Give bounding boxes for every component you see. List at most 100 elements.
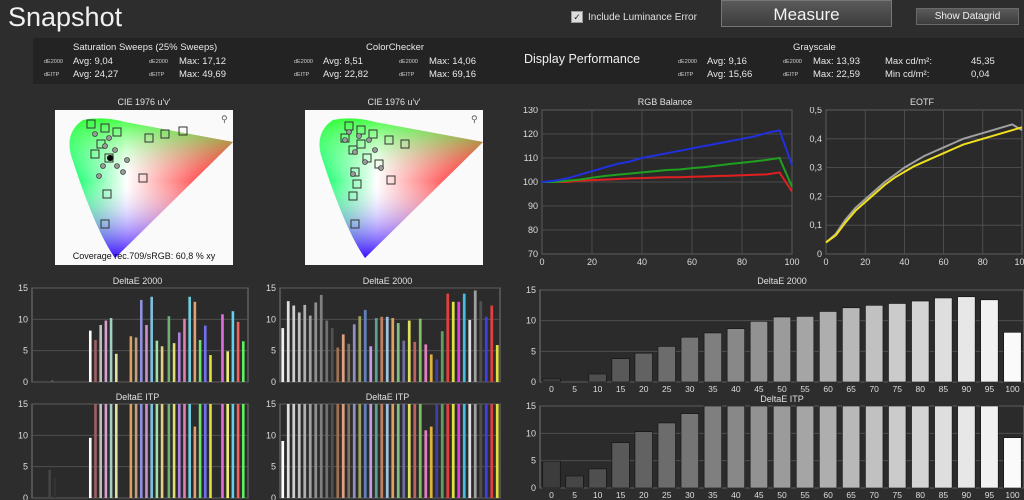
show-datagrid-button[interactable]: Show Datagrid (916, 8, 1019, 25)
eotf-ytick: 0,3 (809, 163, 822, 173)
de2000-gray-bar (657, 346, 676, 383)
cie1-point (102, 143, 108, 149)
itp-cc-bar (391, 404, 395, 498)
itp-cc-ytick: 15 (266, 400, 276, 409)
de2000-gray-bar (1003, 332, 1022, 383)
de2000-gray-xtick: 25 (662, 384, 672, 394)
cie1-target (100, 219, 110, 229)
cie2-point (346, 129, 352, 135)
itp-sat-ytick: 5 (23, 462, 28, 472)
itp-sat-bar (99, 404, 102, 498)
itp-gray-bar (588, 468, 607, 489)
de2000-gray-xtick: 65 (846, 384, 856, 394)
de2000-cc-bar (286, 301, 290, 382)
itp-gray-bar (980, 405, 999, 489)
de2000-gray-bar (865, 305, 884, 383)
cie2-gamut-shade (319, 118, 483, 259)
itp-gray-xtick: 100 (1005, 490, 1019, 500)
cie1-target (100, 123, 110, 133)
itp-sat-bar (129, 404, 133, 498)
de2000-gray-title: DeltaE 2000 (757, 276, 807, 286)
itp-cc-bar (462, 404, 466, 498)
de2000-gray-bar (772, 316, 792, 383)
rgb-xtick: 100 (784, 257, 799, 267)
itp-cc-bar (347, 404, 351, 498)
itp-gray-bar (565, 475, 584, 489)
de2000-gray-bar (888, 303, 907, 383)
de2000-cc-bar (457, 301, 461, 382)
de2000-gray-ytick: 5 (531, 346, 536, 356)
itp-cc-ytick: 10 (266, 430, 276, 440)
sat-de2000-max: Max: 17,12 (179, 56, 226, 67)
itp-sat-bar (139, 404, 143, 498)
checkmark-icon[interactable]: ✓ (571, 11, 583, 23)
itp-sat-bar (48, 469, 51, 498)
itp-gray-bar (772, 405, 792, 489)
eotf-xtick: 60 (939, 257, 949, 267)
de2000-sat-bar (167, 316, 171, 382)
itp-cc-ytick: 5 (271, 462, 276, 472)
de2000-gray-xtick: 70 (869, 384, 879, 394)
display-performance-label: Display Performance (524, 52, 641, 66)
itp-saturation-chart: 0 5 10 15 (18, 400, 249, 500)
itp-cc-bar (435, 404, 439, 498)
cie1-target (102, 189, 112, 199)
de2000-cc-bar (484, 316, 488, 382)
cie1-point (114, 163, 120, 169)
sat-de2000-tag: dE2000 (44, 59, 63, 65)
de2000-cc-bar (429, 354, 433, 382)
cc-de2000-max: Max: 14,06 (429, 56, 476, 67)
de2000-gray-bar (819, 311, 838, 383)
de2000-sat-bar (134, 337, 138, 382)
de2000-sat-bar (51, 380, 54, 382)
cie1-target (112, 127, 122, 137)
itp-sat-ytick: 0 (23, 493, 28, 500)
itp-sat-bar (193, 426, 197, 498)
itp-cc-bar (457, 404, 461, 498)
zoom-icon[interactable]: ⚲ (221, 114, 228, 124)
de2000-cc-ytick: 0 (271, 377, 276, 387)
include-luminance-checkbox[interactable]: ✓ Include Luminance Error (571, 11, 697, 23)
cie1-point (124, 157, 130, 163)
de2000-sat-bar (226, 351, 229, 382)
de2000-cc-ytick: 5 (271, 346, 276, 356)
de2000-cc-bar (352, 324, 356, 382)
itp-gray-xtick: 75 (893, 490, 903, 500)
itp-sat-bar (241, 404, 245, 498)
de2000-gray-bar (795, 316, 815, 383)
itp-sat-bar (53, 477, 57, 498)
itp-sat-bar (104, 404, 108, 498)
gs-de2000-max: Max: 13,93 (813, 56, 860, 67)
itp-sat-ytick: 10 (18, 430, 28, 440)
cie1-target (86, 119, 96, 129)
de2000-cc-bar (314, 302, 318, 382)
de2000-cc-bar (440, 331, 444, 382)
zoom-icon[interactable]: ⚲ (471, 114, 478, 124)
itp-gray-ytick: 15 (526, 402, 536, 411)
itp-cc-bar (330, 404, 334, 498)
rgb-xtick: 40 (637, 257, 647, 267)
de2000-sat-bar (145, 324, 148, 382)
cc-deitp-tag-2: dEITP (399, 72, 415, 78)
cie1-point (112, 147, 118, 153)
itp-gray-xtick: 90 (962, 490, 972, 500)
itp-cc-bar (424, 430, 428, 498)
eotf-xtick: 40 (899, 257, 909, 267)
de2000-gray-bar (957, 296, 976, 383)
measure-button[interactable]: Measure (721, 0, 892, 27)
de2000-sat-bar (150, 296, 153, 382)
sat-de2000-avg: Avg: 9,04 (73, 56, 113, 67)
itp-gray-xtick: 40 (731, 490, 741, 500)
de2000-gray-xtick: 100 (1005, 384, 1019, 394)
cie1-gamut-shade (69, 118, 233, 259)
de2000-sat-bar (188, 296, 191, 382)
cie2-target (348, 191, 358, 201)
cc-de2000-avg: Avg: 8,51 (323, 56, 363, 67)
itp-cc-bar (341, 404, 345, 498)
de2000-cc-bar (446, 293, 450, 382)
cie2-target (368, 129, 378, 139)
cie1-diagram: ⚲ (55, 110, 233, 265)
cie2-point (362, 159, 368, 165)
cie2-point (372, 147, 378, 153)
itp-cc-bar (484, 404, 488, 498)
